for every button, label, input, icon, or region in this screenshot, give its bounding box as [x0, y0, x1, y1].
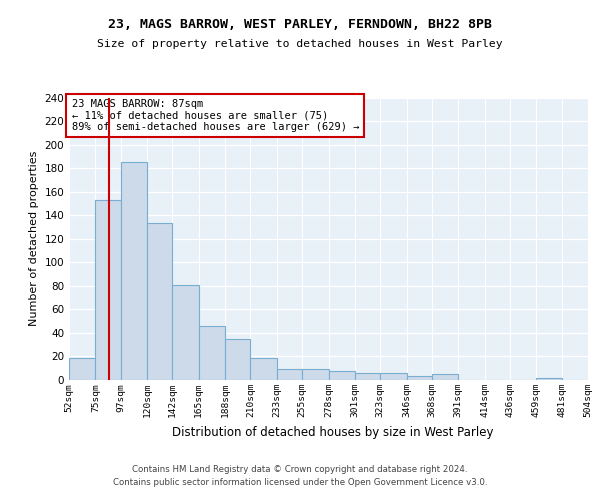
Text: Contains public sector information licensed under the Open Government Licence v3: Contains public sector information licen… [113, 478, 487, 487]
Bar [355, 373, 380, 380]
Bar [225, 339, 250, 380]
Bar [121, 162, 147, 380]
Bar [147, 224, 172, 380]
Text: 23, MAGS BARROW, WEST PARLEY, FERNDOWN, BH22 8PB: 23, MAGS BARROW, WEST PARLEY, FERNDOWN, … [108, 18, 492, 30]
Bar [329, 370, 355, 380]
Text: Size of property relative to detached houses in West Parley: Size of property relative to detached ho… [97, 39, 503, 49]
Bar [199, 326, 225, 380]
Bar [536, 378, 562, 380]
Bar [250, 358, 277, 380]
Bar [277, 370, 302, 380]
Y-axis label: Number of detached properties: Number of detached properties [29, 151, 39, 326]
Bar [432, 374, 458, 380]
Bar [380, 373, 407, 380]
Text: 23 MAGS BARROW: 87sqm
← 11% of detached houses are smaller (75)
89% of semi-deta: 23 MAGS BARROW: 87sqm ← 11% of detached … [71, 99, 359, 132]
Bar [407, 376, 432, 380]
Bar [95, 200, 121, 380]
Text: Distribution of detached houses by size in West Parley: Distribution of detached houses by size … [172, 426, 494, 439]
Bar [172, 284, 199, 380]
Bar [302, 370, 329, 380]
Text: Contains HM Land Registry data © Crown copyright and database right 2024.: Contains HM Land Registry data © Crown c… [132, 464, 468, 473]
Bar [69, 358, 95, 380]
